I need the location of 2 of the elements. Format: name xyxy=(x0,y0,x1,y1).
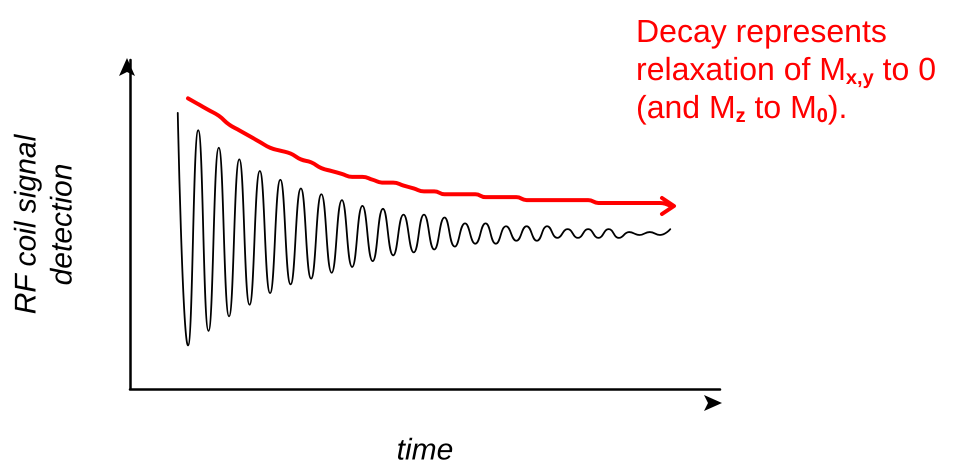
y-axis-title: RF coil signal detection xyxy=(10,133,78,314)
x-axis-title: time xyxy=(396,434,454,466)
